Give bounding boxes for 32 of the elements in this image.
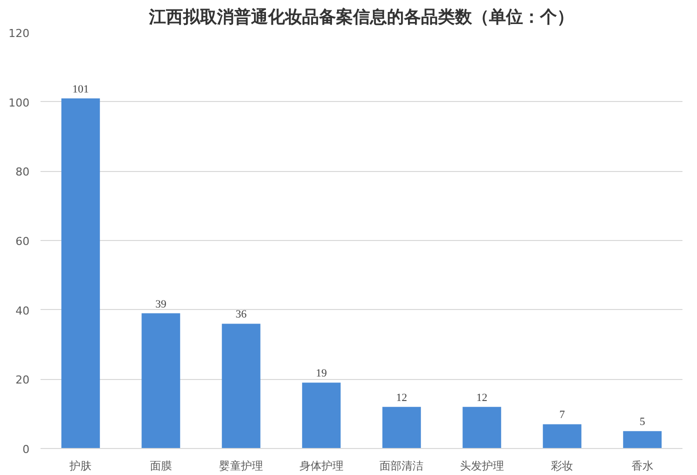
x-tick-label: 身体护理	[299, 460, 344, 472]
data-label: 12	[396, 392, 408, 404]
x-tick-label: 婴童护理	[219, 460, 264, 472]
x-tick-label: 头发护理	[460, 460, 504, 472]
y-tick-label: 120	[8, 27, 30, 40]
chart-title: 江西拟取消普通化妆品备案信息的各品类数（单位：个）	[148, 6, 574, 28]
y-tick-label: 80	[16, 166, 30, 179]
y-tick-label: 100	[8, 96, 30, 110]
x-tick-label: 面部清洁	[380, 460, 424, 472]
data-label: 101	[72, 83, 89, 96]
data-label: 19	[316, 368, 328, 380]
y-tick-label: 40	[16, 304, 30, 318]
x-tick-label: 彩妆	[551, 460, 574, 472]
bar	[382, 406, 421, 448]
x-tick-label: 香水	[631, 460, 654, 472]
bar	[222, 324, 260, 448]
y-tick-label: 0	[22, 443, 30, 456]
y-tick-label: 20	[16, 374, 30, 387]
data-label: 39	[155, 298, 167, 310]
x-tick-label: 护肤	[68, 460, 92, 472]
bar	[462, 406, 502, 448]
data-label: 5	[640, 416, 646, 428]
bar	[61, 98, 100, 448]
bar	[623, 431, 662, 448]
y-tick-label: 60	[16, 235, 30, 248]
bar	[142, 313, 180, 448]
data-label: 12	[476, 392, 488, 404]
bar	[542, 424, 582, 448]
bar	[302, 382, 341, 448]
x-tick-label: 面膜	[150, 460, 172, 472]
data-label: 36	[236, 308, 248, 321]
data-label: 7	[559, 409, 566, 422]
